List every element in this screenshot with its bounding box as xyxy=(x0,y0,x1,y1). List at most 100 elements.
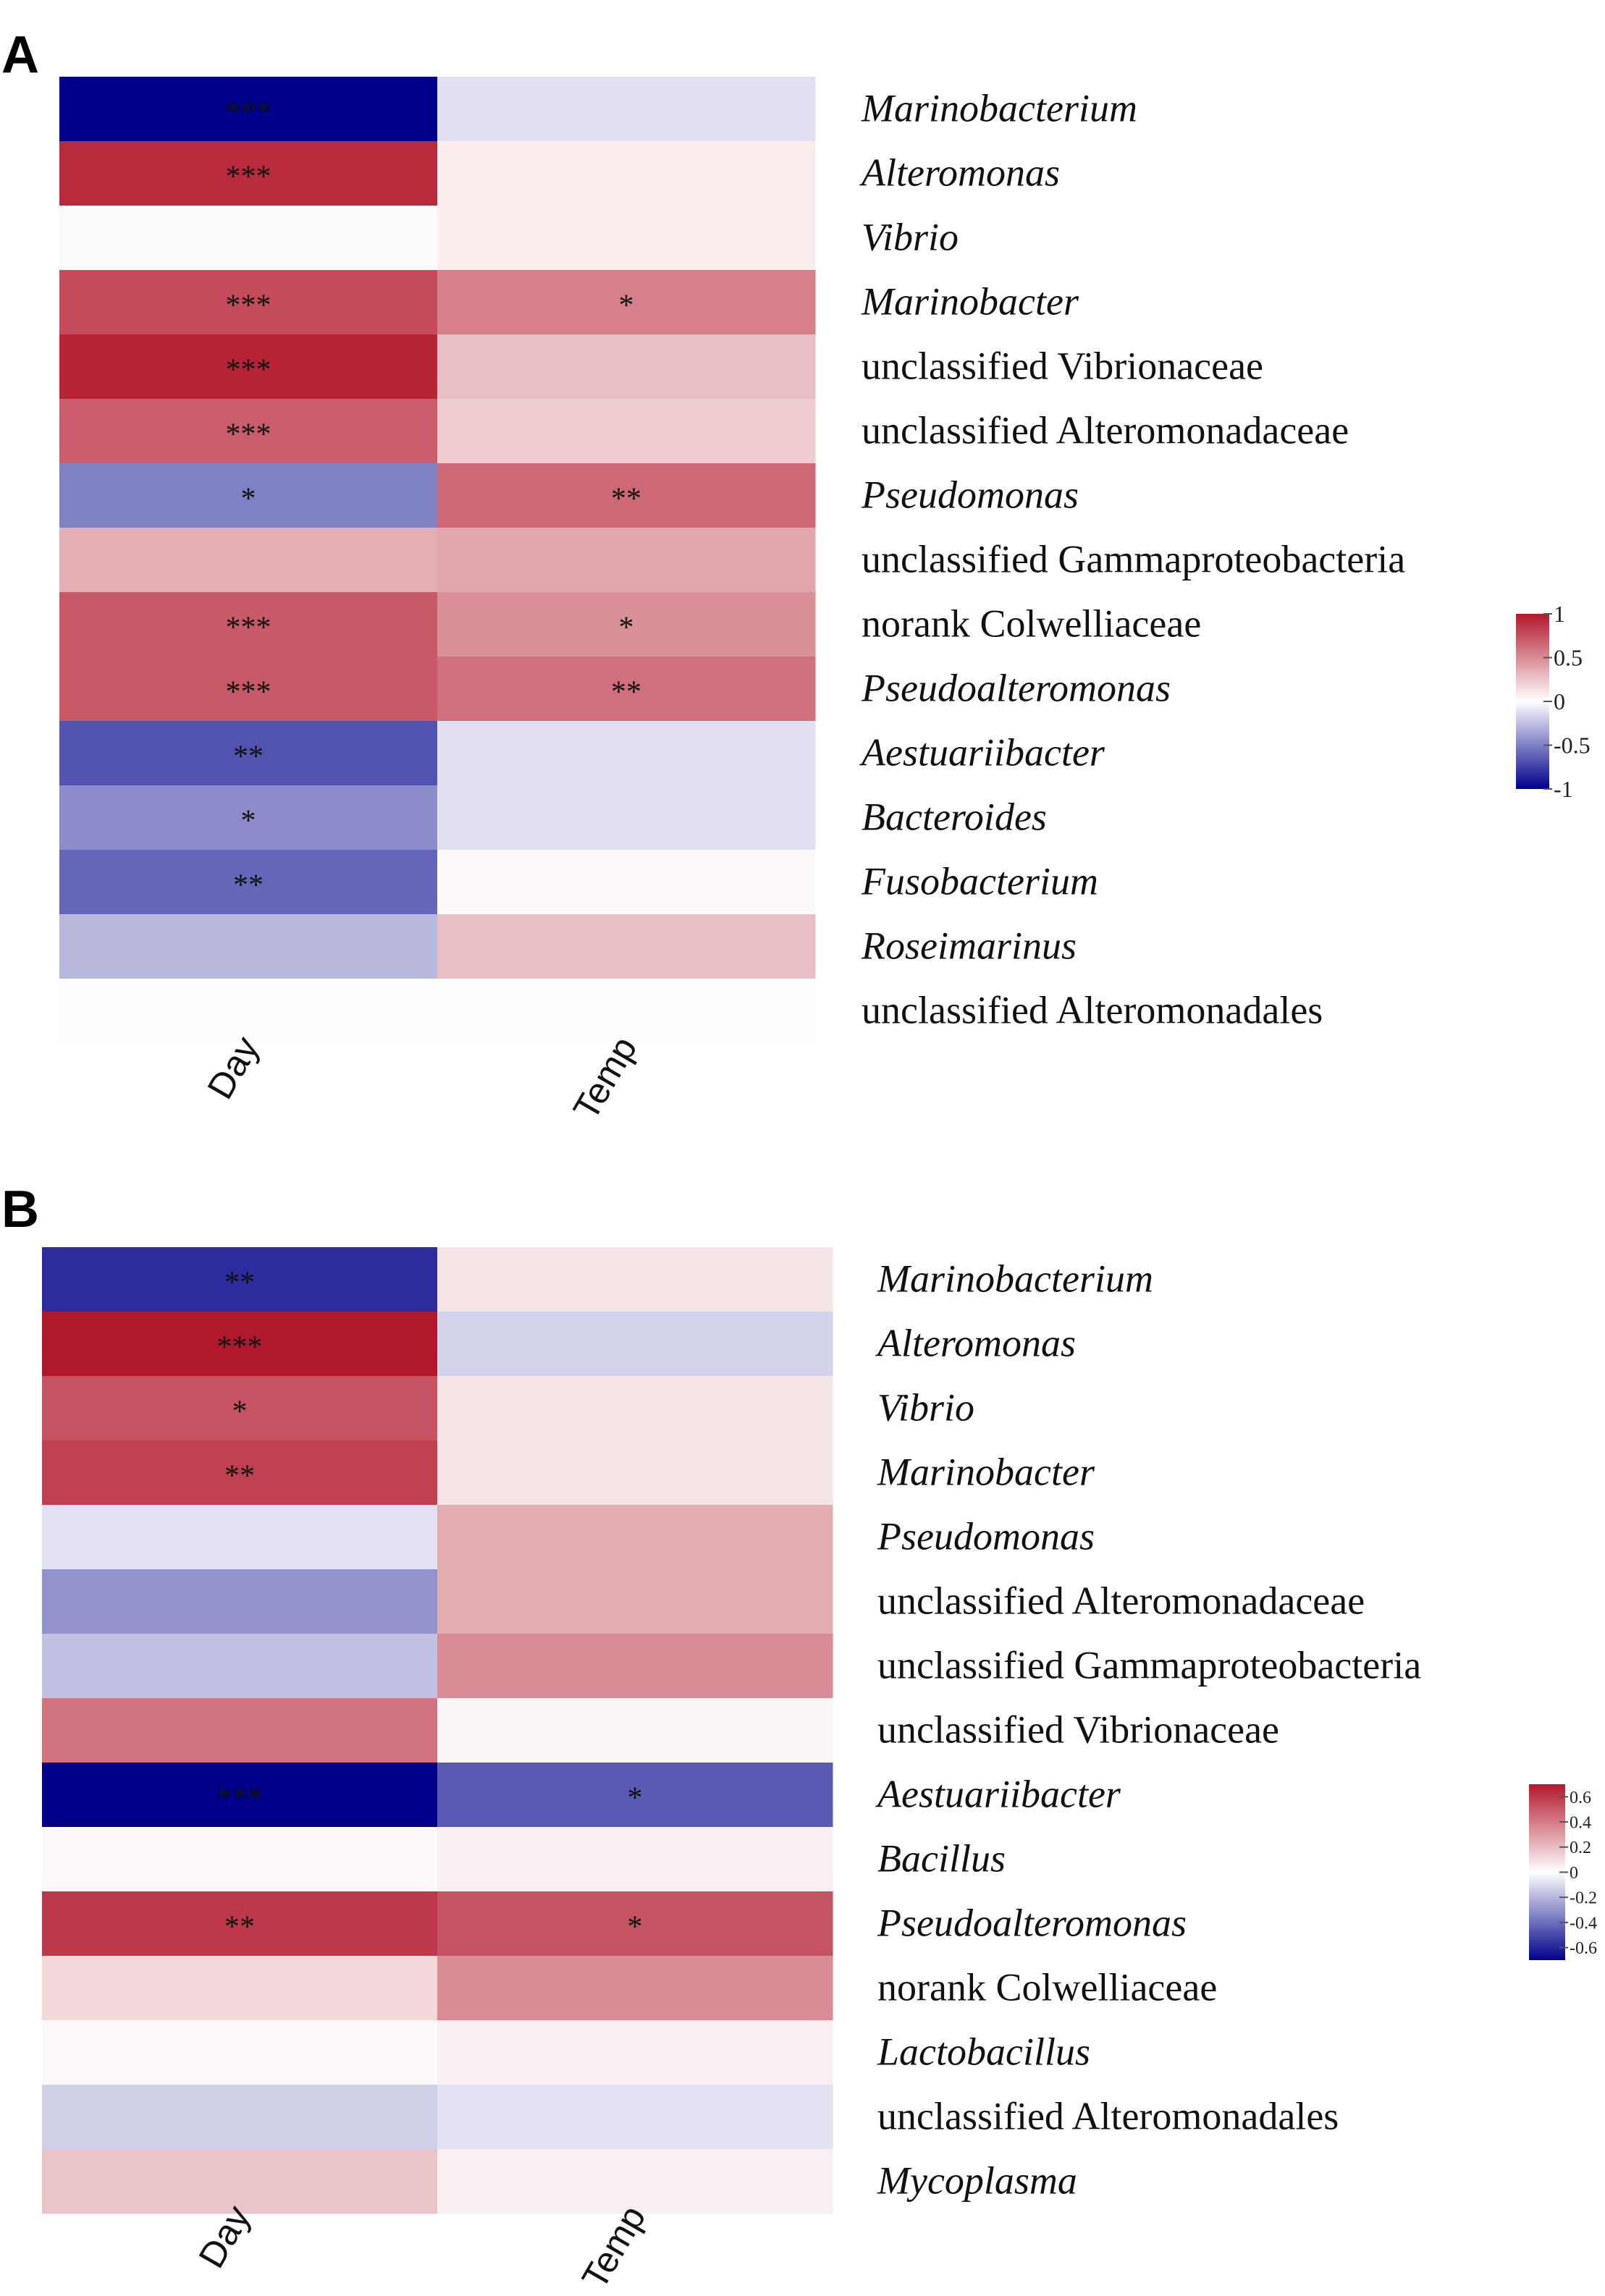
heatmap-cell-unclassified-alteromonadales-day xyxy=(59,979,438,1044)
color-legend: 0.6 0.4 0.2 0 -0.2 -0.4 -0.6 xyxy=(1529,1784,1597,1960)
heatmap-cell-unclassified-alteromonadales-day xyxy=(42,2085,438,2150)
significance-mark: ** xyxy=(611,483,641,516)
heatmap-cell-lactobacillus-temp xyxy=(437,2020,833,2085)
heatmap-cell-pseudomonas-day xyxy=(42,1505,438,1570)
significance-mark: * xyxy=(241,805,256,838)
row-label-marinobacterium: Marinobacterium xyxy=(861,87,1137,130)
heatmap-cell-unclassified-vibrionaceae-temp xyxy=(437,1698,833,1763)
row-label-pseudomonas: Pseudomonas xyxy=(861,473,1079,517)
significance-mark: ** xyxy=(224,1267,255,1300)
row-label-unclassified-alteromonadales: unclassified Alteromonadales xyxy=(862,989,1323,1032)
legend-tick-label: 0.4 xyxy=(1570,1813,1591,1832)
significance-mark: * xyxy=(241,483,256,516)
heatmap-cell-pseudoalteromonas-day xyxy=(42,1891,438,1957)
row-label-mycoplasma: Mycoplasma xyxy=(877,2159,1077,2203)
heatmap-cell-pseudoalteromonas-temp xyxy=(437,657,816,722)
row-label-bacillus: Bacillus xyxy=(877,1837,1006,1881)
heatmap-cell-fusobacterium-temp xyxy=(437,850,816,915)
legend-tick-label: -0.6 xyxy=(1570,1939,1597,1958)
significance-mark: *** xyxy=(226,676,271,709)
heatmap-cell-unclassified-alteromonadaceae-day xyxy=(59,399,438,464)
row-label-norank-colwelliaceae: norank Colwelliaceae xyxy=(877,1966,1217,2009)
heatmap-cell-unclassified-gammaproteobacteria-temp xyxy=(437,528,816,593)
heatmap-cell-roseimarinus-day xyxy=(59,914,438,979)
heatmap-cell-pseudomonas-temp xyxy=(437,1505,833,1570)
legend-tick-label: 0 xyxy=(1570,1864,1578,1883)
heatmap-cell-aestuariibacter-day xyxy=(42,1763,438,1828)
heatmap-cell-marinobacter-day xyxy=(42,1440,438,1506)
heatmap-cell-vibrio-temp xyxy=(437,1376,833,1441)
row-label-aestuariibacter: Aestuariibacter xyxy=(875,1773,1121,1816)
heatmap-cell-unclassified-vibrionaceae-temp xyxy=(437,334,816,400)
legend-color-bar xyxy=(1529,1784,1565,1960)
row-label-unclassified-vibrionaceae: unclassified Vibrionaceae xyxy=(877,1708,1279,1752)
heatmap-cell-unclassified-vibrionaceae-day xyxy=(59,334,438,400)
significance-mark: * xyxy=(628,1782,643,1815)
row-label-unclassified-alteromonadaceae: unclassified Alteromonadaceae xyxy=(862,409,1349,452)
heatmap-cell-norank-colwelliaceae-temp xyxy=(437,1956,833,2021)
row-label-aestuariibacter: Aestuariibacter xyxy=(859,731,1105,775)
heatmap-cell-unclassified-gammaproteobacteria-day xyxy=(42,1634,438,1699)
heatmap-cell-aestuariibacter-temp xyxy=(437,721,816,786)
heatmap-cell-pseudomonas-temp xyxy=(437,463,816,528)
heatmap-cell-unclassified-gammaproteobacteria-day xyxy=(59,528,438,593)
heatmap-cell-unclassified-alteromonadales-temp xyxy=(437,2085,833,2150)
significance-mark: *** xyxy=(226,418,271,452)
heatmap-cell-bacteroides-temp xyxy=(437,785,816,851)
row-label-vibrio: Vibrio xyxy=(862,216,959,259)
significance-mark: ** xyxy=(233,740,264,774)
heatmap-cell-norank-colwelliaceae-day xyxy=(59,592,438,657)
significance-mark: *** xyxy=(226,96,271,130)
color-legend: 1 0.5 0 -0.5 -1 xyxy=(1516,601,1591,802)
heatmap-cell-bacillus-day xyxy=(42,1827,438,1892)
significance-mark: *** xyxy=(217,1782,263,1815)
significance-mark: *** xyxy=(217,1331,263,1364)
legend-tick-label: -0.4 xyxy=(1570,1914,1597,1933)
heatmap-cell-marinobacterium-day xyxy=(59,77,438,142)
panel-label: A xyxy=(1,26,39,84)
heatmap-cell-pseudoalteromonas-temp xyxy=(437,1891,833,1957)
heatmap-cell-unclassified-alteromonadaceae-temp xyxy=(437,399,816,464)
significance-mark: *** xyxy=(226,290,271,323)
row-label-alteromonas: Alteromonas xyxy=(859,151,1060,195)
row-label-bacteroides: Bacteroides xyxy=(862,795,1047,839)
legend-tick-label: 0.5 xyxy=(1554,645,1583,671)
row-label-lactobacillus: Lactobacillus xyxy=(877,2030,1090,2074)
heatmap-cell-unclassified-alteromonadaceae-day xyxy=(42,1569,438,1634)
row-label-alteromonas: Alteromonas xyxy=(875,1322,1076,1365)
heatmap-cell-vibrio-day xyxy=(42,1376,438,1441)
row-label-marinobacter: Marinobacter xyxy=(877,1451,1095,1494)
legend-tick-label: -1 xyxy=(1554,776,1573,802)
heatmap-cell-fusobacterium-day xyxy=(59,850,438,915)
significance-mark: ** xyxy=(224,1460,255,1493)
legend-tick-label: -0.2 xyxy=(1570,1889,1597,1908)
row-label-pseudoalteromonas: Pseudoalteromonas xyxy=(861,667,1171,710)
significance-mark: * xyxy=(628,1911,643,1944)
significance-mark: *** xyxy=(226,354,271,387)
row-label-marinobacterium: Marinobacterium xyxy=(877,1257,1153,1301)
significance-mark: * xyxy=(619,612,634,645)
heatmap-cell-norank-colwelliaceae-temp xyxy=(437,592,816,657)
heatmap-cell-marinobacterium-temp xyxy=(437,1247,833,1312)
row-label-pseudoalteromonas: Pseudoalteromonas xyxy=(877,1902,1187,1945)
heatmap-cell-alteromonas-day xyxy=(59,141,438,206)
heatmap-cell-aestuariibacter-temp xyxy=(437,1763,833,1828)
significance-mark: ** xyxy=(611,676,641,709)
significance-mark: ** xyxy=(224,1911,255,1944)
heatmap-cell-pseudoalteromonas-day xyxy=(59,657,438,722)
heatmap-cell-mycoplasma-day xyxy=(42,2149,438,2214)
row-label-roseimarinus: Roseimarinus xyxy=(861,924,1077,968)
significance-mark: *** xyxy=(226,612,271,645)
row-label-pseudomonas: Pseudomonas xyxy=(877,1515,1095,1558)
significance-mark: * xyxy=(619,290,634,323)
row-label-unclassified-gammaproteobacteria: unclassified Gammaproteobacteria xyxy=(862,538,1405,581)
heatmap-cell-roseimarinus-temp xyxy=(437,914,816,979)
panel-label: B xyxy=(1,1181,39,1238)
heatmap-cell-alteromonas-temp xyxy=(437,1312,833,1377)
row-label-norank-colwelliaceae: norank Colwelliaceae xyxy=(862,602,1201,646)
heatmap-cell-unclassified-alteromonadales-temp xyxy=(437,979,816,1044)
heatmap-cell-vibrio-day xyxy=(59,206,438,271)
significance-mark: ** xyxy=(233,869,264,903)
row-label-unclassified-alteromonadales: unclassified Alteromonadales xyxy=(877,2095,1339,2138)
